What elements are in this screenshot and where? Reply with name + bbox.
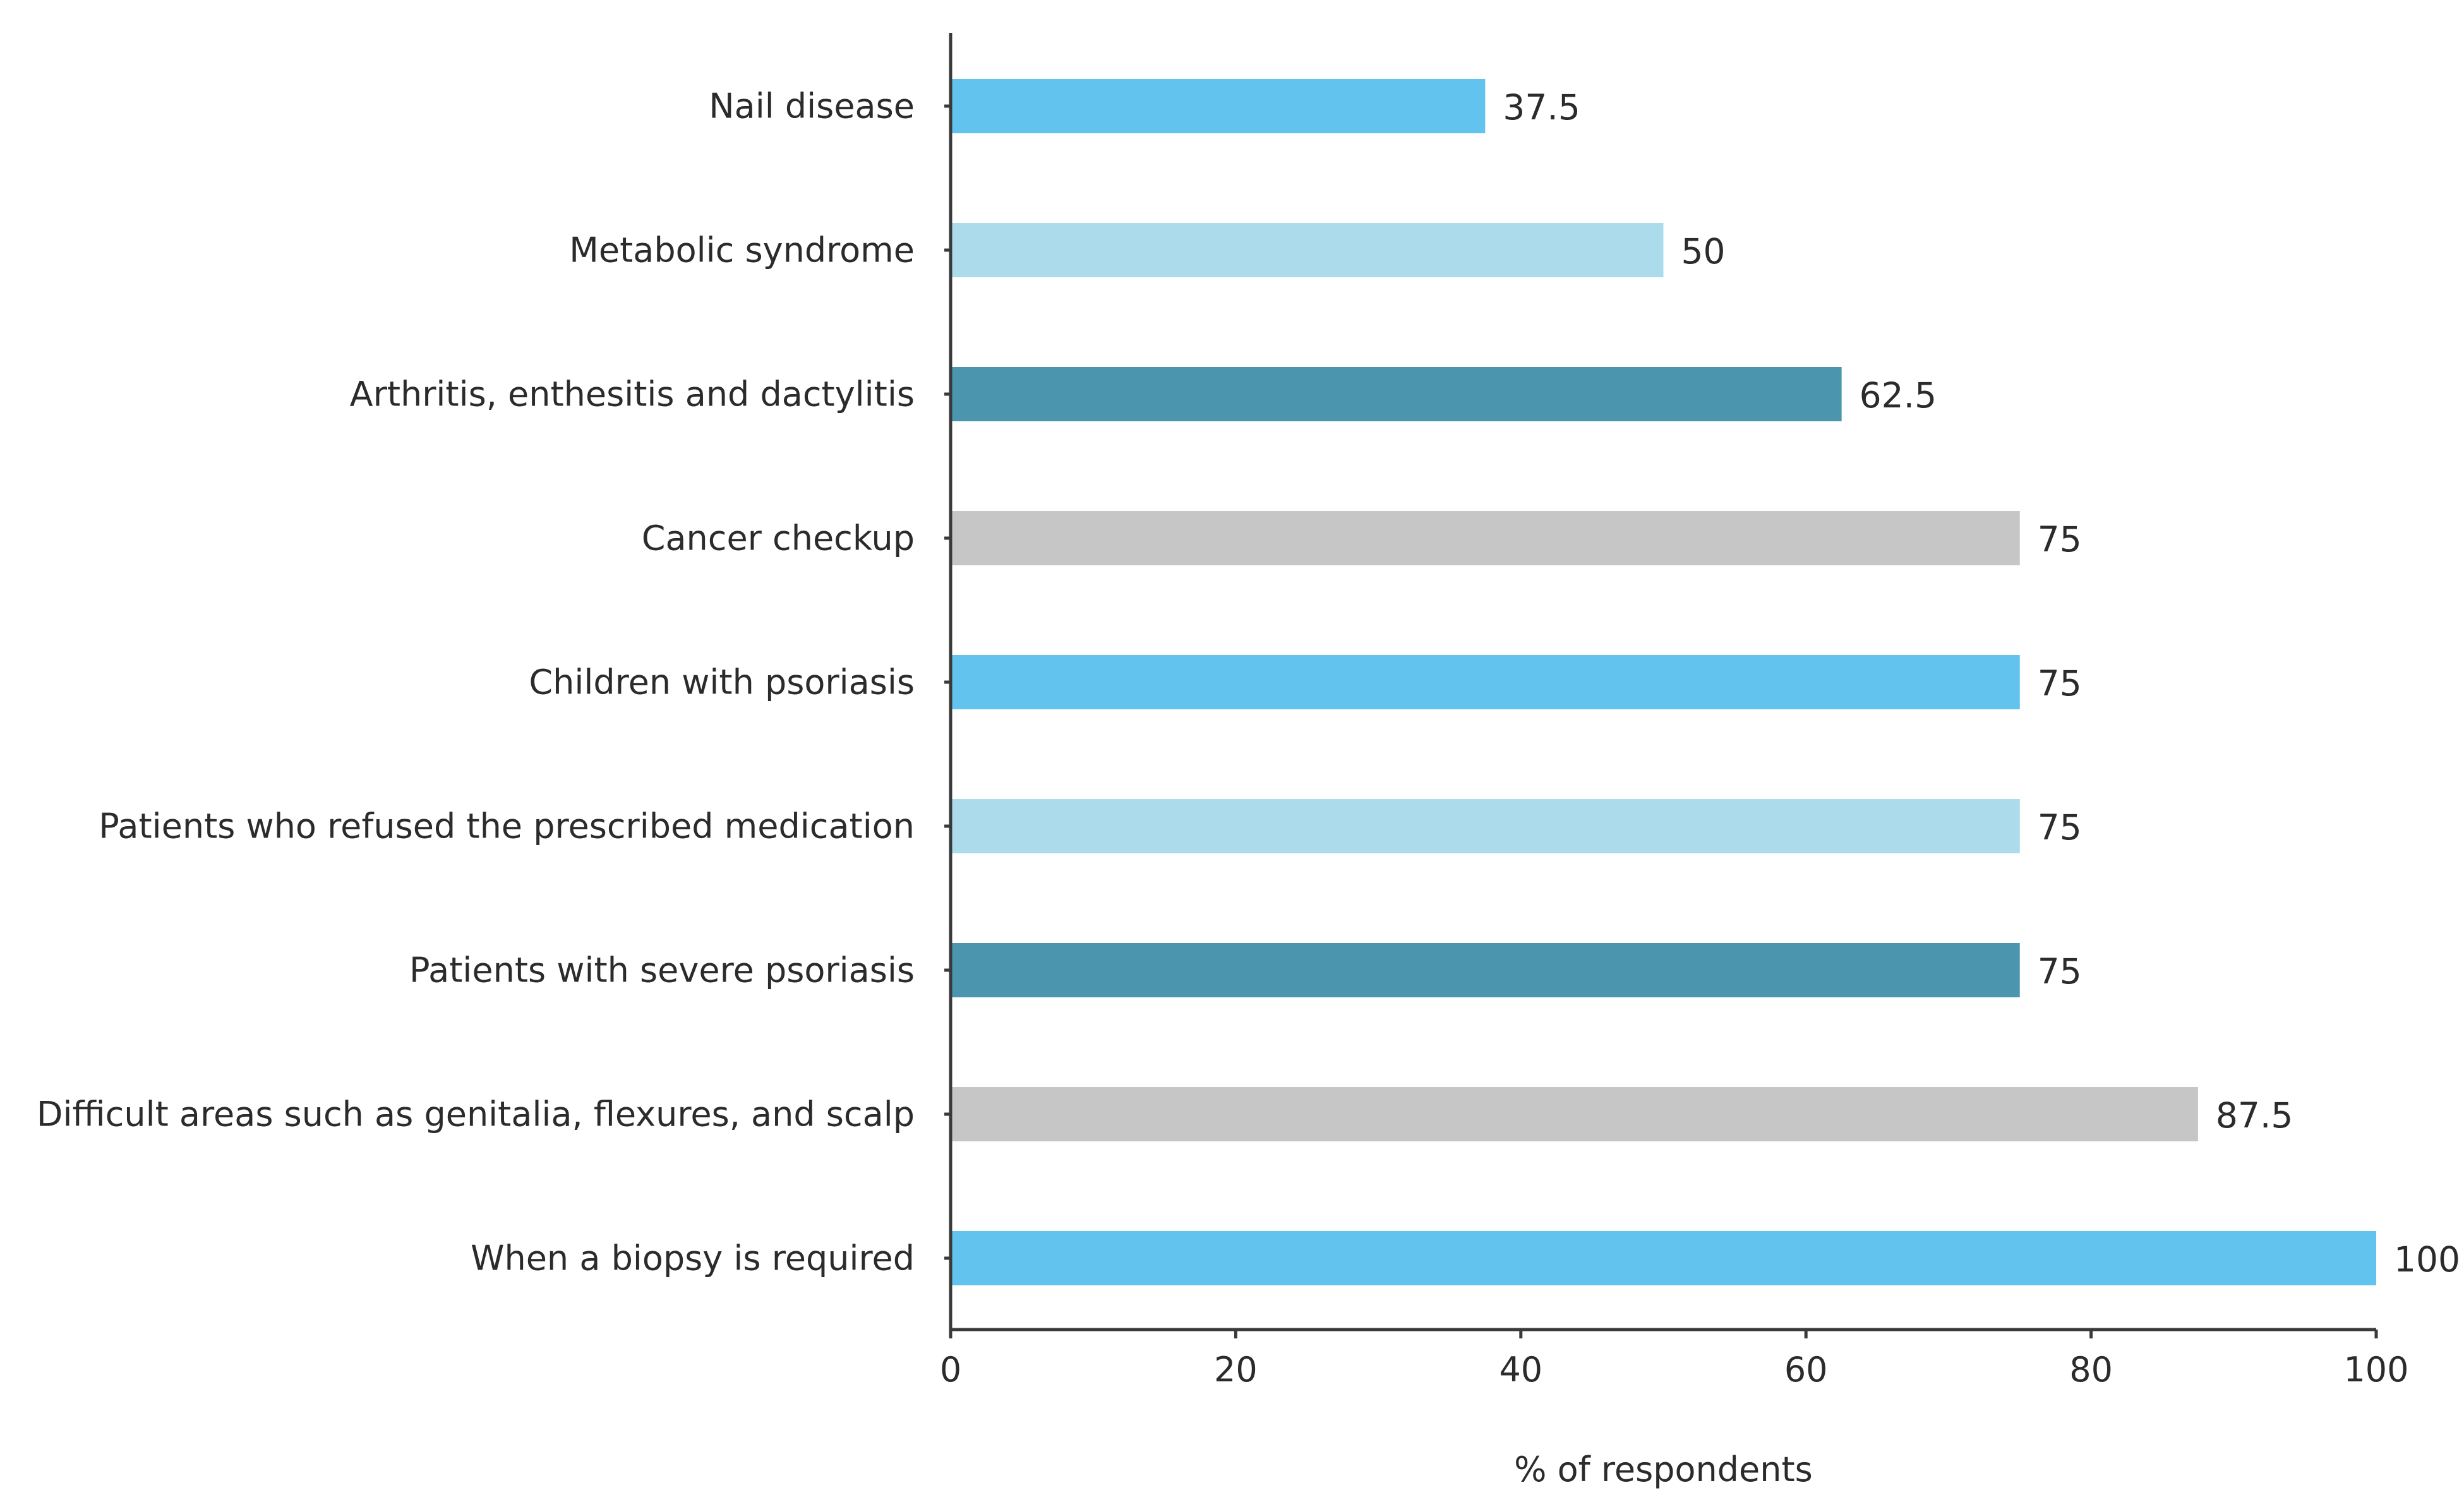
x-tick-label: 0	[940, 1350, 961, 1390]
category-label: Patients with severe psoriasis	[409, 951, 915, 990]
x-axis-title: % of respondents	[1514, 1450, 1813, 1489]
data-label: 100	[2394, 1239, 2460, 1280]
x-axis-ticks-layer: 0 20 40 60 80 100	[940, 104, 2409, 1390]
x-tick-label: 100	[2343, 1350, 2408, 1390]
category-label: Metabolic syndrome	[569, 231, 915, 270]
category-labels-layer: Nail disease Metabolic syndrome Arthritis,…	[37, 87, 915, 1278]
data-label: 50	[1681, 231, 1726, 272]
bar	[951, 79, 1486, 133]
category-label: Difficult areas such as genitalia, flexu…	[37, 1095, 915, 1134]
x-tick-label: 60	[1784, 1350, 1828, 1390]
category-label: Cancer checkup	[642, 519, 915, 558]
x-tick-label: 40	[1499, 1350, 1542, 1390]
bar	[951, 1087, 2198, 1141]
bar	[951, 511, 2020, 565]
category-label: When a biopsy is required	[471, 1239, 915, 1278]
bar	[951, 367, 1842, 421]
bar	[951, 1231, 2376, 1285]
bar	[951, 655, 2020, 709]
bar	[951, 799, 2020, 853]
value-labels-layer: 37.5 50 62.5 75 75 75 75 87.5 100	[1503, 87, 2460, 1280]
category-label: Children with psoriasis	[529, 663, 915, 702]
bar	[951, 223, 1664, 277]
data-label: 75	[2038, 519, 2082, 560]
data-label: 75	[2038, 951, 2082, 992]
x-tick-label: 80	[2069, 1350, 2113, 1390]
data-label: 62.5	[1860, 375, 1937, 416]
category-label: Arthritis, enthesitis and dactylitis	[350, 375, 915, 414]
x-tick-label: 20	[1214, 1350, 1258, 1390]
category-label: Nail disease	[709, 87, 915, 126]
category-label: Patients who refused the prescribed medi…	[99, 807, 915, 846]
data-label: 37.5	[1503, 87, 1580, 128]
data-label: 87.5	[2216, 1095, 2293, 1136]
bar	[951, 943, 2020, 997]
bars-layer	[951, 79, 2376, 1285]
data-label: 75	[2038, 663, 2082, 704]
data-label: 75	[2038, 807, 2082, 848]
